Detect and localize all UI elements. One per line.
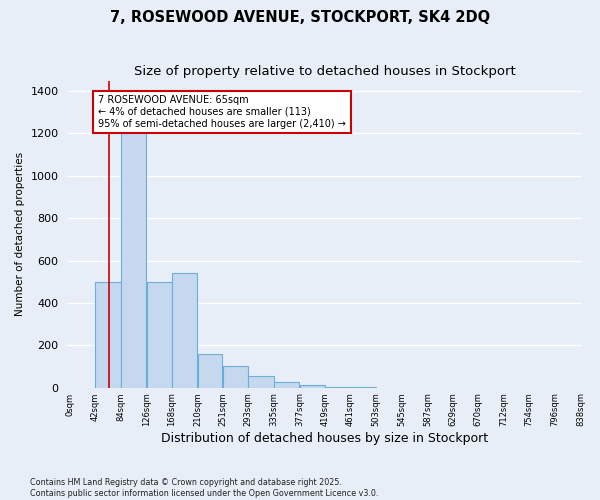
Bar — [95, 282, 121, 388]
Text: Contains HM Land Registry data © Crown copyright and database right 2025.
Contai: Contains HM Land Registry data © Crown c… — [30, 478, 379, 498]
Y-axis label: Number of detached properties: Number of detached properties — [15, 152, 25, 316]
Bar — [198, 354, 223, 388]
X-axis label: Distribution of detached houses by size in Stockport: Distribution of detached houses by size … — [161, 432, 488, 445]
Bar — [274, 382, 299, 388]
Bar — [299, 386, 325, 388]
Bar — [121, 118, 146, 388]
Bar — [223, 366, 248, 388]
Title: Size of property relative to detached houses in Stockport: Size of property relative to detached ho… — [134, 65, 516, 78]
Bar — [146, 282, 172, 388]
Text: 7, ROSEWOOD AVENUE, STOCKPORT, SK4 2DQ: 7, ROSEWOOD AVENUE, STOCKPORT, SK4 2DQ — [110, 10, 490, 25]
Bar — [325, 386, 350, 388]
Bar — [172, 273, 197, 388]
Bar — [248, 376, 274, 388]
Text: 7 ROSEWOOD AVENUE: 65sqm
← 4% of detached houses are smaller (113)
95% of semi-d: 7 ROSEWOOD AVENUE: 65sqm ← 4% of detache… — [98, 96, 346, 128]
